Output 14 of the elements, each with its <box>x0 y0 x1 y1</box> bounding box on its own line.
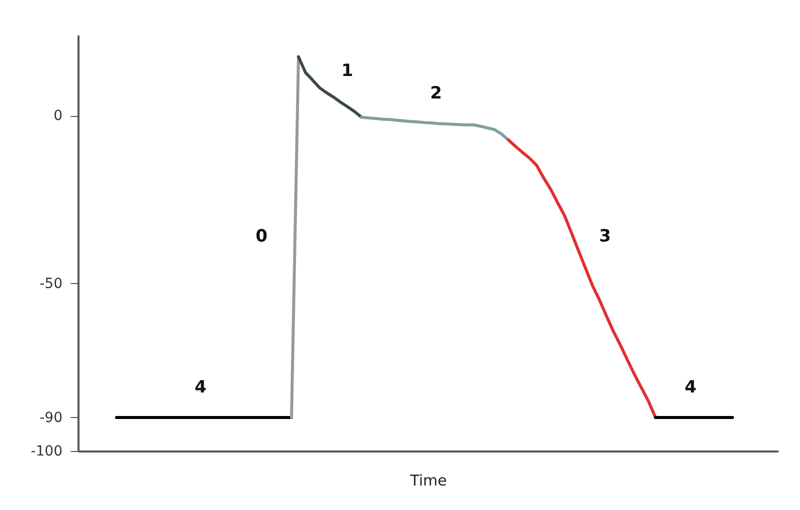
x-axis-title: Time <box>409 472 447 490</box>
annotation: 3 <box>599 226 611 247</box>
annotation: 4 <box>194 377 207 398</box>
y-tick-label: -100 <box>30 444 62 460</box>
y-tick-label: -50 <box>40 276 62 292</box>
annotation: 4 <box>684 377 697 398</box>
y-tick-label: -90 <box>40 410 62 426</box>
annotation: 1 <box>341 61 354 82</box>
line-series <box>297 55 363 119</box>
line-series <box>507 138 657 419</box>
annotation: 2 <box>430 83 442 104</box>
y-tick-label: 0 <box>54 108 62 124</box>
line-series <box>360 116 510 142</box>
annotation: 0 <box>256 226 268 247</box>
